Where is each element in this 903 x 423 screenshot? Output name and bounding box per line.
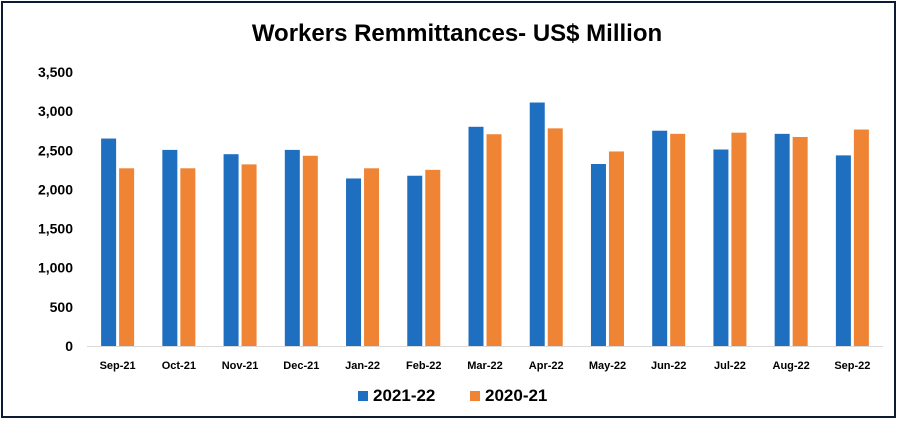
x-tick-label: Dec-21 — [283, 360, 319, 372]
bar-2021-22-Mar-22 — [468, 126, 484, 346]
x-tick-label: Sep-21 — [100, 360, 136, 372]
bar-2020-21-Sep-22 — [853, 129, 869, 346]
bar-2020-21-Sep-21 — [119, 168, 135, 346]
bar-2020-21-Jul-22 — [731, 132, 747, 346]
legend-swatch-2021-22 — [358, 391, 368, 401]
chart-svg: Workers Remmittances- US$ Million 0 500 1,… — [38, 20, 883, 405]
bar-2021-22-Aug-22 — [774, 133, 790, 346]
bar-2021-22-Apr-22 — [529, 102, 545, 346]
bar-2021-22-Sep-22 — [835, 155, 851, 346]
y-axis: 0 500 1,000 1,500 2,000 2,500 3,000 3,500 — [38, 64, 73, 354]
bar-2021-22-Jul-22 — [713, 149, 729, 346]
bar-2020-21-Aug-22 — [792, 136, 808, 346]
y-tick-label: 2,500 — [38, 142, 73, 158]
chart-frame: Workers Remmittances- US$ Million 0 500 1,… — [1, 1, 896, 418]
legend-label: 2021-22 — [373, 386, 435, 405]
x-tick-label: Jan-22 — [345, 360, 380, 372]
chart-title: Workers Remmittances- US$ Million — [252, 20, 662, 47]
legend-label: 2020-21 — [485, 386, 547, 405]
x-tick-label: May-22 — [589, 360, 626, 372]
y-tick-label: 3,000 — [38, 103, 73, 119]
bar-2020-21-Dec-21 — [302, 155, 318, 346]
legend: 2021-22 2020-21 — [358, 386, 547, 405]
bars — [101, 102, 869, 346]
bar-2021-22-Dec-21 — [284, 149, 300, 346]
bar-2020-21-Apr-22 — [547, 128, 563, 346]
y-tick-label: 3,500 — [38, 64, 73, 80]
bar-2020-21-Jan-22 — [364, 168, 380, 346]
x-tick-label: Sep-22 — [834, 360, 870, 372]
bar-2020-21-Mar-22 — [486, 134, 502, 346]
y-tick-label: 0 — [65, 338, 73, 354]
x-tick-label: Mar-22 — [467, 360, 502, 372]
x-tick-label: Jul-22 — [714, 360, 746, 372]
legend-swatch-2020-21 — [470, 391, 480, 401]
x-tick-label: Aug-22 — [773, 360, 810, 372]
bar-2020-21-Feb-22 — [425, 169, 441, 346]
x-tick-label: Feb-22 — [406, 360, 441, 372]
bar-2021-22-Nov-21 — [223, 154, 239, 346]
bar-2021-22-Oct-21 — [162, 149, 178, 346]
bar-2020-21-Nov-21 — [241, 164, 257, 346]
y-tick-label: 1,000 — [38, 260, 73, 276]
bar-2020-21-Jun-22 — [670, 133, 686, 346]
bar-2021-22-May-22 — [590, 163, 606, 346]
x-tick-label: Apr-22 — [529, 360, 564, 372]
bar-2020-21-May-22 — [608, 151, 624, 346]
x-tick-label: Jun-22 — [651, 360, 686, 372]
x-axis: Sep-21 Oct-21 Nov-21 Dec-21 Jan-22 Feb-22 Mar-… — [87, 346, 883, 372]
bar-2021-22-Feb-22 — [407, 175, 423, 346]
y-tick-label: 500 — [50, 299, 74, 315]
x-tick-label: Oct-21 — [162, 360, 196, 372]
x-tick-label: Nov-21 — [222, 360, 259, 372]
y-tick-label: 1,500 — [38, 221, 73, 237]
bar-2021-22-Jun-22 — [652, 130, 668, 346]
bar-2020-21-Oct-21 — [180, 168, 196, 346]
y-tick-label: 2,000 — [38, 181, 73, 197]
bar-2021-22-Jan-22 — [346, 178, 362, 346]
bar-2021-22-Sep-21 — [101, 138, 117, 346]
